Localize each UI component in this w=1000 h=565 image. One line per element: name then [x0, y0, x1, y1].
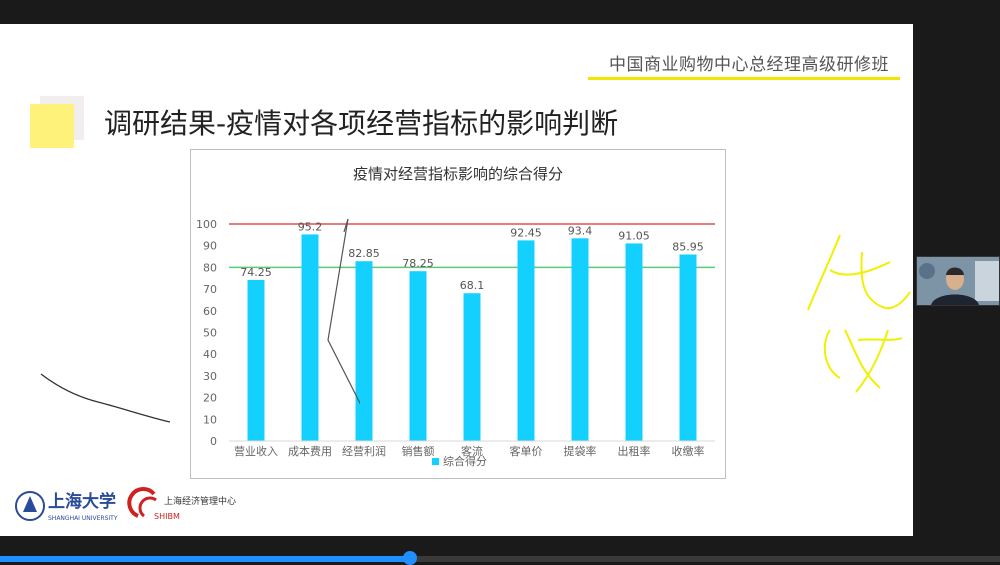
presentation-slide: 中国商业购物中心总经理高级研修班 调研结果-疫情对各项经营指标的影响判断 疫情对… — [0, 24, 913, 536]
slide-heading: 调研结果-疫情对各项经营指标的影响判断 — [104, 107, 619, 140]
y-tick-label: 0 — [210, 435, 217, 448]
y-tick-label: 60 — [203, 305, 217, 318]
y-axis-ticks: 0 10 20 30 40 50 60 70 80 90 100 — [196, 218, 217, 448]
legend-label: 综合得分 — [443, 454, 487, 468]
presenter-video — [917, 257, 999, 305]
y-tick-label: 90 — [203, 240, 217, 253]
bar — [517, 240, 535, 441]
x-tick-label: 收缴率 — [672, 444, 705, 458]
bar — [463, 293, 481, 441]
hand-annotation-yellow-strokes — [807, 234, 911, 393]
y-tick-label: 40 — [203, 348, 217, 361]
progress-fill — [0, 556, 410, 562]
legend: 综合得分 — [432, 454, 487, 468]
x-tick-label: 营业收入 — [234, 444, 278, 458]
bar-data-label: 68.1 — [460, 279, 485, 292]
bar-data-label: 92.45 — [510, 226, 542, 239]
bar-data-label: 95.2 — [298, 220, 323, 233]
y-tick-label: 20 — [203, 392, 217, 405]
x-tick-label: 销售额 — [402, 444, 435, 458]
bar-data-label: 74.25 — [240, 266, 272, 279]
y-tick-label: 10 — [203, 413, 217, 426]
logos: 上海大学 SHANGHAI UNIVERSITY 上海经济管理中心 SHIBM — [14, 486, 254, 526]
university-name-en: SHANGHAI UNIVERSITY — [48, 515, 118, 522]
x-tick-label: 客单价 — [510, 444, 543, 458]
data-labels: 74.25 95.2 82.85 78.25 68.1 92.45 93.4 91.05 85.… — [240, 220, 704, 292]
bar — [247, 279, 265, 441]
bar — [625, 243, 643, 441]
y-tick-label: 80 — [203, 261, 217, 274]
hand-annotation-left-stroke — [40, 373, 171, 423]
bar-data-label: 82.85 — [348, 247, 380, 260]
y-tick-label: 70 — [203, 283, 217, 296]
x-tick-label: 成本费用 — [288, 444, 332, 458]
y-tick-label: 100 — [196, 218, 217, 231]
x-axis-ticks: 营业收入 成本费用 经营利润 销售额 客流 客单价 提袋率 出租率 收缴率 — [234, 444, 705, 458]
course-title-underline — [588, 77, 900, 80]
legend-swatch — [432, 458, 439, 465]
video-progress-bar[interactable] — [0, 551, 1000, 565]
course-title: 中国商业购物中心总经理高级研修班 — [609, 55, 889, 75]
bar-data-label: 85.95 — [672, 240, 704, 253]
university-logo: 上海大学 SHANGHAI UNIVERSITY 上海经济管理中心 SHIBM — [15, 487, 236, 522]
bar-chart: 疫情对经营指标影响的综合得分 0 10 20 30 40 50 60 70 80 90 100 74… — [190, 149, 726, 479]
heading-decoration-square — [30, 104, 74, 148]
y-tick-label: 50 — [203, 327, 217, 340]
webcam-feed[interactable] — [916, 256, 1000, 306]
x-tick-label: 出租率 — [618, 444, 651, 458]
progress-scrubber-handle[interactable] — [403, 551, 417, 565]
chart-canvas: 疫情对经营指标影响的综合得分 0 10 20 30 40 50 60 70 80 90 100 74… — [196, 165, 715, 468]
chart-title: 疫情对经营指标影响的综合得分 — [353, 165, 563, 183]
bar — [355, 261, 373, 441]
x-tick-label: 客流 — [461, 444, 483, 458]
center-name: 上海经济管理中心 — [164, 495, 236, 507]
x-tick-label: 经营利润 — [342, 444, 386, 458]
bar-data-label: 91.05 — [618, 229, 650, 242]
bar-series — [247, 234, 697, 441]
bar-data-label: 78.25 — [402, 257, 434, 270]
bar-data-label: 93.4 — [568, 224, 593, 237]
bar — [409, 271, 427, 441]
center-abbr: SHIBM — [154, 512, 180, 521]
bar — [571, 238, 589, 441]
university-name: 上海大学 — [48, 491, 116, 512]
y-tick-label: 30 — [203, 370, 217, 383]
bar — [301, 234, 319, 441]
bar — [679, 254, 697, 441]
x-tick-label: 提袋率 — [564, 444, 597, 458]
